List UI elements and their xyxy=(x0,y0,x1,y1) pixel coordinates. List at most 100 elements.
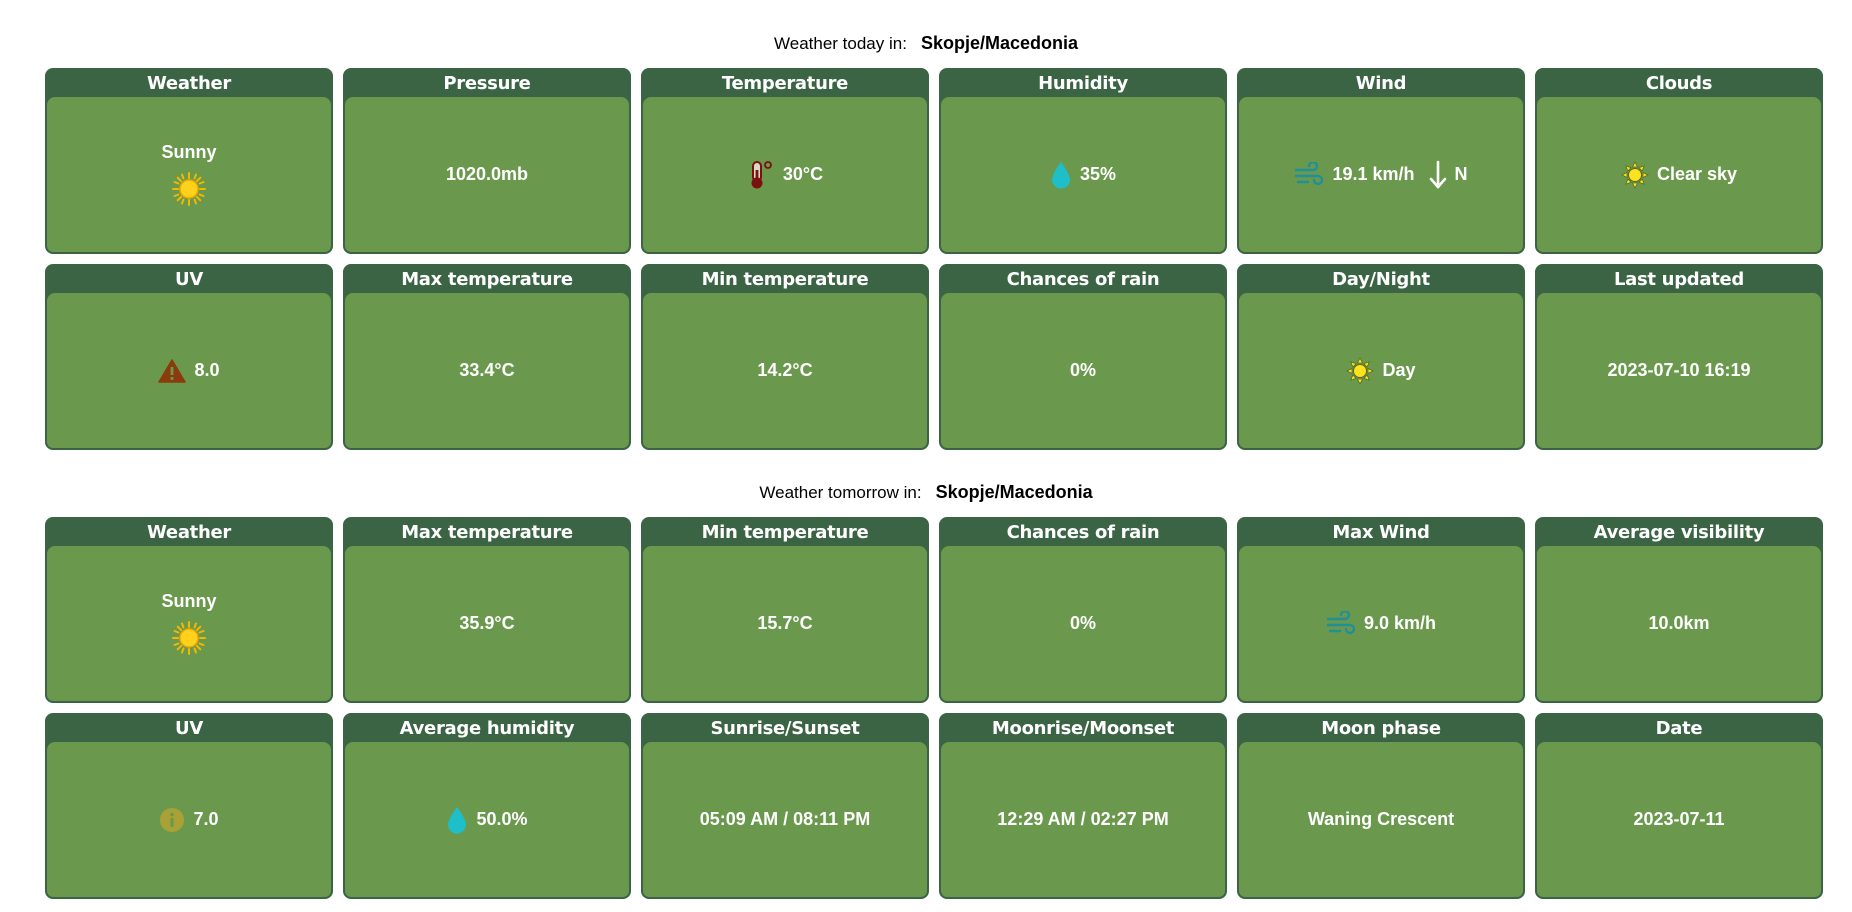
card-body: Sunny xyxy=(47,546,331,701)
tomorrow-date-card: Date 2023-07-11 xyxy=(1535,713,1823,899)
card-header: Humidity xyxy=(1038,73,1128,94)
today-location: Skopje/Macedonia xyxy=(920,33,1078,53)
date-value: 2023-07-11 xyxy=(1633,809,1725,829)
tomorrow-min-temp-card: Min temperature 15.7°C xyxy=(641,517,929,703)
card-header: Last updated xyxy=(1613,269,1745,290)
today-humidity-card: Humidity 35% xyxy=(939,68,1227,254)
card-header: Chances of rain xyxy=(1006,269,1160,290)
warning-icon xyxy=(158,358,187,384)
card-body: 7.0 xyxy=(47,742,331,897)
water-drop-icon xyxy=(1050,161,1072,189)
today-temperature-card: Temperature 30°C xyxy=(641,68,929,254)
card-header: UV xyxy=(175,718,203,739)
card-body: 33.4°C xyxy=(345,293,629,448)
wind-icon xyxy=(1294,161,1324,188)
tomorrow-title: Weather tomorrow in: Skopje/Macedonia xyxy=(0,482,1852,503)
card-header: Weather xyxy=(147,73,231,94)
last-updated-value: 2023-07-10 16:19 xyxy=(1607,360,1751,380)
weather-condition: Sunny xyxy=(161,591,217,611)
card-body: 05:09 AM / 08:11 PM xyxy=(643,742,927,897)
today-day-night-card: Day/Night Day xyxy=(1237,264,1525,450)
card-header: Pressure xyxy=(443,73,531,94)
card-header: Max temperature xyxy=(401,269,573,290)
moon-phase-value: Waning Crescent xyxy=(1307,809,1455,829)
tomorrow-humidity-card: Average humidity 50.0% xyxy=(343,713,631,899)
card-header: Clouds xyxy=(1645,73,1713,94)
moonrise-moonset-value: 12:29 AM / 02:27 PM xyxy=(997,809,1169,829)
today-min-temp-card: Min temperature 14.2°C xyxy=(641,264,929,450)
today-uv-card: UV 8.0 xyxy=(45,264,333,450)
visibility-value: 10.0km xyxy=(1648,613,1710,633)
tomorrow-grid: Weather Sunny xyxy=(45,517,1823,899)
sun-icon xyxy=(1346,356,1375,385)
rain-value: 0% xyxy=(1069,360,1096,380)
pressure-value: 1020.0mb xyxy=(445,164,529,184)
info-icon xyxy=(159,807,185,833)
card-header: UV xyxy=(175,269,203,290)
tomorrow-uv-card: UV 7.0 xyxy=(45,713,333,899)
thermometer-icon xyxy=(747,160,775,190)
card-body: 19.1 km/h N xyxy=(1239,97,1523,252)
weather-condition: Sunny xyxy=(161,142,217,162)
water-drop-icon xyxy=(446,806,468,834)
humidity-value: 35% xyxy=(1079,164,1117,184)
card-header: Min temperature xyxy=(701,522,869,543)
arrow-down-icon xyxy=(1429,160,1447,190)
card-body: 10.0km xyxy=(1537,546,1821,701)
wind-speed: 19.1 km/h xyxy=(1332,164,1415,184)
card-header: Average visibility xyxy=(1593,522,1765,543)
sun-icon xyxy=(1621,160,1649,189)
card-body: Day xyxy=(1239,293,1523,448)
card-body: Waning Crescent xyxy=(1239,742,1523,897)
card-body: 9.0 km/h xyxy=(1239,546,1523,701)
sun-icon xyxy=(171,171,207,207)
card-body: Sunny xyxy=(47,97,331,252)
card-body: 50.0% xyxy=(345,742,629,897)
card-body: 2023-07-10 16:19 xyxy=(1537,293,1821,448)
card-body: 15.7°C xyxy=(643,546,927,701)
card-header: Max temperature xyxy=(401,522,573,543)
today-rain-card: Chances of rain 0% xyxy=(939,264,1227,450)
card-body: 12:29 AM / 02:27 PM xyxy=(941,742,1225,897)
tomorrow-sun-card: Sunrise/Sunset 05:09 AM / 08:11 PM xyxy=(641,713,929,899)
card-body: 14.2°C xyxy=(643,293,927,448)
clouds-value: Clear sky xyxy=(1656,164,1738,184)
today-weather-card: Weather Sunny xyxy=(45,68,333,254)
card-body: Clear sky xyxy=(1537,97,1821,252)
uv-value: 8.0 xyxy=(194,360,220,380)
card-header: Max Wind xyxy=(1332,522,1430,543)
card-header: Date xyxy=(1655,718,1703,739)
today-pressure-card: Pressure 1020.0mb xyxy=(343,68,631,254)
today-max-temp-card: Max temperature 33.4°C xyxy=(343,264,631,450)
tomorrow-max-wind-card: Max Wind 9.0 km/h xyxy=(1237,517,1525,703)
tomorrow-label: Weather tomorrow in: xyxy=(759,483,922,502)
card-body: 8.0 xyxy=(47,293,331,448)
today-last-updated-card: Last updated 2023-07-10 16:19 xyxy=(1535,264,1823,450)
card-body: 0% xyxy=(941,546,1225,701)
card-header: Moonrise/Moonset xyxy=(991,718,1175,739)
card-body: 0% xyxy=(941,293,1225,448)
card-header: Day/Night xyxy=(1332,269,1430,290)
min-temp-value: 14.2°C xyxy=(757,360,813,380)
today-label: Weather today in: xyxy=(774,34,907,53)
card-body: 2023-07-11 xyxy=(1537,742,1821,897)
min-temp-value: 15.7°C xyxy=(757,613,813,633)
sunrise-sunset-value: 05:09 AM / 08:11 PM xyxy=(699,809,871,829)
card-header: Average humidity xyxy=(399,718,575,739)
card-header: Sunrise/Sunset xyxy=(710,718,860,739)
max-temp-value: 35.9°C xyxy=(459,613,515,633)
tomorrow-visibility-card: Average visibility 10.0km xyxy=(1535,517,1823,703)
card-header: Moon phase xyxy=(1321,718,1441,739)
card-header: Weather xyxy=(147,522,231,543)
card-header: Temperature xyxy=(721,73,849,94)
max-wind-value: 9.0 km/h xyxy=(1363,613,1437,633)
today-grid: Weather Sunny xyxy=(45,68,1823,450)
card-body: 30°C xyxy=(643,97,927,252)
max-temp-value: 33.4°C xyxy=(459,360,515,380)
wind-icon xyxy=(1326,610,1356,637)
tomorrow-max-temp-card: Max temperature 35.9°C xyxy=(343,517,631,703)
day-night-value: Day xyxy=(1382,360,1416,380)
today-title: Weather today in: Skopje/Macedonia xyxy=(0,33,1852,54)
tomorrow-location: Skopje/Macedonia xyxy=(935,482,1093,502)
card-body: 1020.0mb xyxy=(345,97,629,252)
